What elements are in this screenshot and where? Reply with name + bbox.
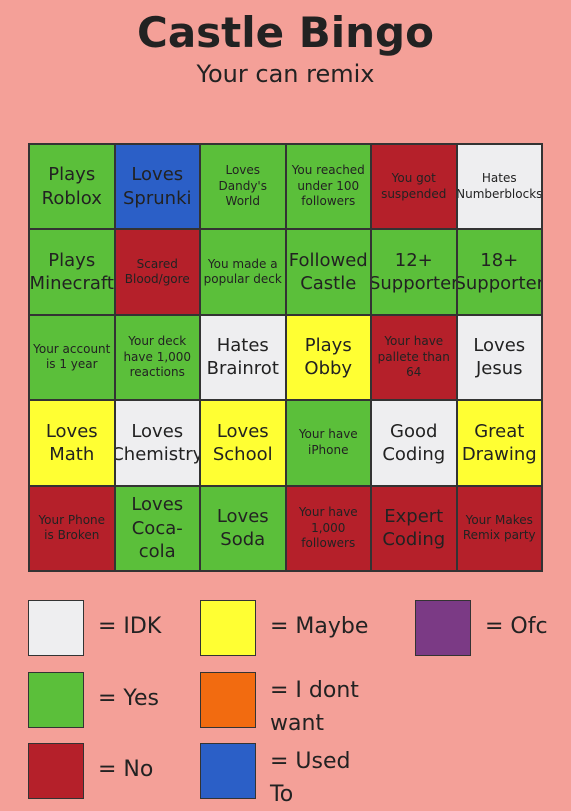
bingo-cell: Loves Dandy's World bbox=[200, 144, 286, 230]
bingo-cell: You got suspended bbox=[371, 144, 457, 230]
bingo-cell: Your have 1,000 followers bbox=[285, 485, 371, 571]
legend-swatch bbox=[415, 600, 471, 656]
subtitle: Your can remix bbox=[196, 60, 375, 88]
legend-label: = No bbox=[98, 757, 154, 782]
bingo-cell: Loves Math bbox=[29, 400, 115, 486]
legend-label: = Ofc bbox=[485, 614, 548, 639]
bingo-cell: Great Drawing bbox=[456, 400, 542, 486]
bingo-cell: Your account is 1 year bbox=[29, 314, 115, 401]
legend-swatch bbox=[28, 600, 84, 656]
bingo-cell: Loves Chemistry bbox=[114, 400, 200, 486]
bingo-cell: Loves Coca-cola bbox=[114, 485, 200, 571]
bingo-cell: Good Coding bbox=[371, 400, 457, 486]
legend-label: = Maybe bbox=[270, 614, 369, 639]
title: Castle Bingo bbox=[137, 8, 434, 57]
bingo-cell: You made a popular deck bbox=[200, 229, 286, 315]
bingo-cell: Loves Jesus bbox=[456, 314, 542, 401]
bingo-cell: Your have iPhone bbox=[285, 400, 371, 486]
bingo-cell: 12+ Supporter bbox=[371, 229, 457, 315]
bingo-cell: Scared Blood/gore bbox=[114, 229, 200, 315]
legend-swatch bbox=[200, 743, 256, 799]
legend-label: = Used To bbox=[270, 749, 351, 807]
bingo-grid: Plays Roblox Loves Sprunki Loves Dandy's W… bbox=[28, 143, 543, 572]
bingo-cell: Followed Castle bbox=[285, 229, 371, 315]
legend-swatch bbox=[200, 672, 256, 728]
bingo-cell: Loves School bbox=[200, 400, 286, 486]
bingo-cell: Your Makes Remix party bbox=[456, 485, 542, 571]
legend-swatch bbox=[28, 743, 84, 799]
legend-swatch bbox=[28, 672, 84, 728]
bingo-cell: Hates Brainrot bbox=[200, 314, 286, 401]
bingo-cell: Your have pallete than 64 bbox=[371, 314, 457, 401]
bingo-cell: Plays Roblox bbox=[29, 144, 115, 230]
bingo-cell: Loves Sprunki bbox=[114, 144, 200, 230]
legend-label: = Yes bbox=[98, 686, 159, 711]
legend-swatch bbox=[200, 600, 256, 656]
bingo-cell: Your Phone is Broken bbox=[29, 485, 115, 571]
bingo-cell: Plays Minecraft bbox=[29, 229, 115, 315]
bingo-cell: Loves Soda bbox=[200, 485, 286, 571]
bingo-cell: Your deck have 1,000 reactions bbox=[114, 314, 200, 401]
bingo-cell: 18+ Supporter bbox=[456, 229, 542, 315]
legend-label: = IDK bbox=[98, 614, 162, 639]
bingo-cell: Plays Obby bbox=[285, 314, 371, 401]
bingo-cell: You reached under 100 followers bbox=[285, 144, 371, 230]
legend-label: = I dont want bbox=[270, 678, 359, 736]
bingo-cell: Expert Coding bbox=[371, 485, 457, 571]
bingo-cell: Hates Numberblocks bbox=[456, 144, 542, 230]
